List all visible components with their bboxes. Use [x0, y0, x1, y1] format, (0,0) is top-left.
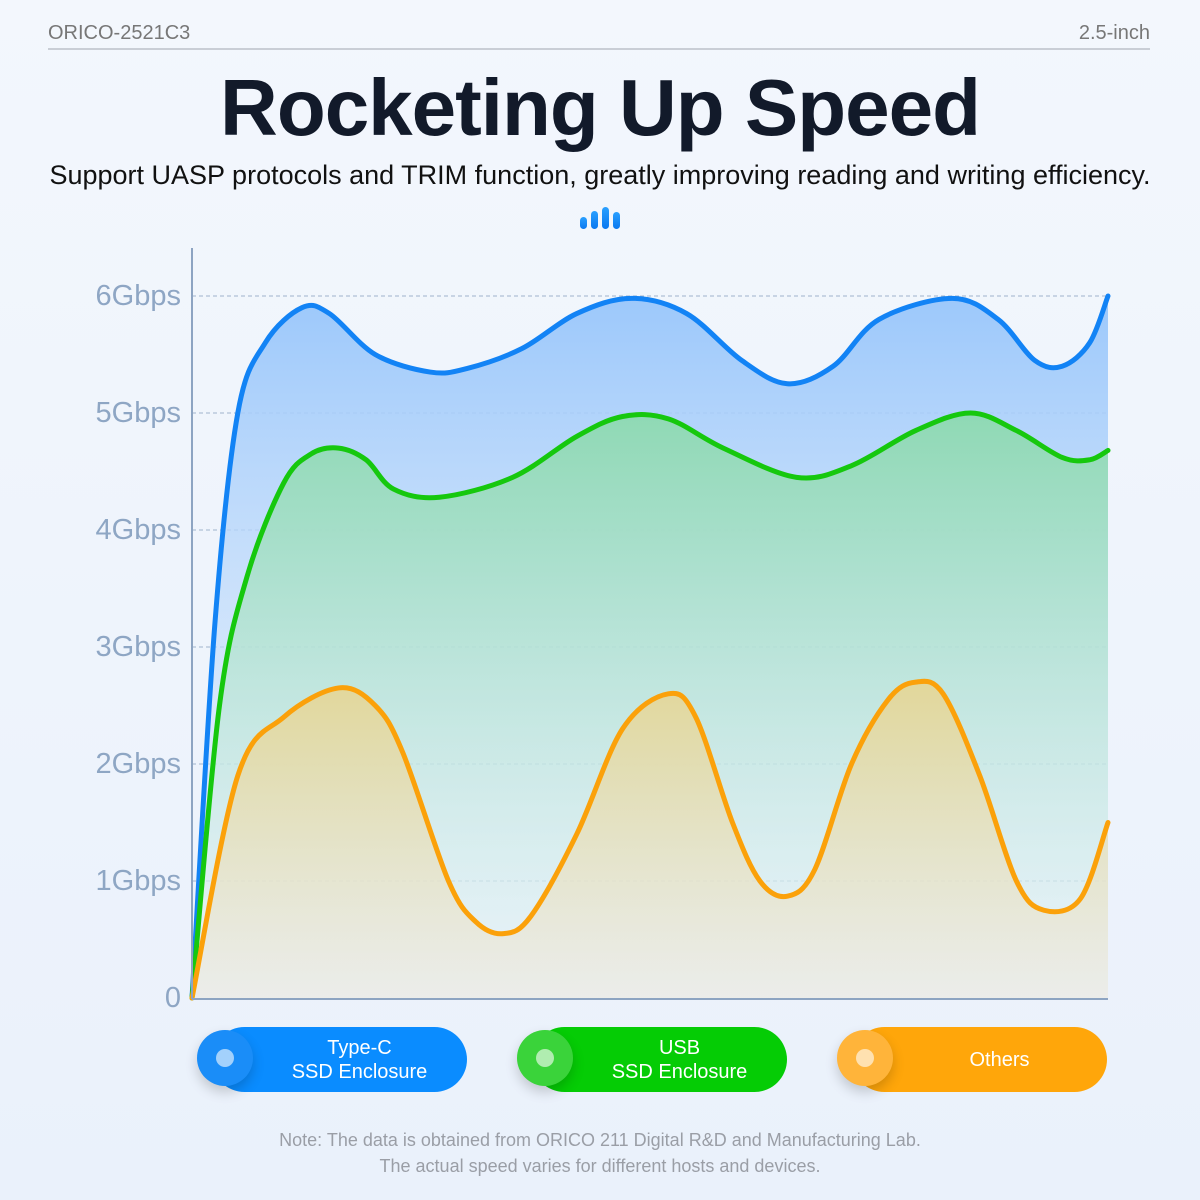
note-line-1: Note: The data is obtained from ORICO 21…	[279, 1130, 921, 1150]
subtitle: Support UASP protocols and TRIM function…	[49, 160, 1151, 190]
y-tick-label: 1Gbps	[96, 865, 181, 897]
y-tick-label: 0	[165, 982, 181, 1010]
y-tick-label: 2Gbps	[96, 748, 181, 780]
y-tick-label: 4Gbps	[96, 514, 181, 546]
legend-item-2: Others	[837, 1027, 1107, 1092]
legend-label: Others	[969, 1048, 1030, 1071]
legend-dot-icon	[197, 1030, 253, 1086]
legend-item-0: Type-C SSD Enclosure	[197, 1027, 467, 1092]
y-tick-label: 5Gbps	[96, 397, 181, 429]
legend-item-1: USB SSD Enclosure	[517, 1027, 787, 1092]
legend-dot-icon	[837, 1030, 893, 1086]
signal-bars-icon	[580, 207, 620, 229]
model-label: ORICO-2521C3	[48, 22, 191, 44]
legend-label: Type-C SSD Enclosure	[291, 1036, 428, 1083]
series-line-2	[189, 678, 1111, 1001]
note-line-2: The actual speed varies for different ho…	[379, 1156, 821, 1176]
series-area-2	[192, 681, 1108, 998]
y-tick-label: 3Gbps	[96, 631, 181, 663]
speed-chart: 0 1Gbps 2Gbps 3Gbps 4Gbps 5Gbps 6Gbps	[96, 248, 1111, 1010]
series-line-1	[189, 410, 1111, 1001]
page-title: Rocketing Up Speed	[220, 63, 981, 152]
y-tick-label: 6Gbps	[96, 280, 181, 312]
legend-label: USB SSD Enclosure	[611, 1036, 748, 1083]
header-bar: ORICO-2521C3 2.5-inch	[48, 20, 1150, 50]
legend-dot-icon	[517, 1030, 573, 1086]
footnote: Note: The data is obtained from ORICO 21…	[0, 1127, 1200, 1179]
series-line-0	[189, 293, 1111, 1001]
size-label: 2.5-inch	[1078, 22, 1150, 44]
